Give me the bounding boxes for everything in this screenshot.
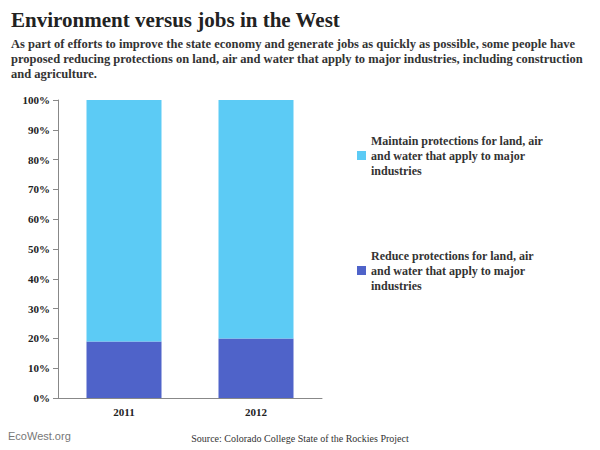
svg-text:100%: 100% (23, 94, 51, 106)
svg-text:40%: 40% (28, 273, 50, 285)
svg-text:50%: 50% (28, 243, 50, 255)
svg-text:10%: 10% (28, 362, 50, 374)
svg-text:and water that apply to major: and water that apply to major (371, 149, 528, 163)
svg-text:industries: industries (371, 164, 422, 178)
svg-text:Maintain protections for land,: Maintain protections for land, air (371, 134, 546, 148)
svg-text:80%: 80% (28, 154, 50, 166)
svg-text:20%: 20% (28, 332, 50, 344)
svg-text:and water that apply to major: and water that apply to major (371, 264, 528, 278)
svg-text:and agriculture.: and agriculture. (11, 67, 97, 81)
svg-text:30%: 30% (28, 303, 50, 315)
svg-text:0%: 0% (34, 392, 51, 404)
svg-text:Source: Colorado College State: Source: Colorado College State of the Ro… (191, 433, 409, 444)
svg-text:60%: 60% (28, 213, 50, 225)
svg-text:industries: industries (371, 279, 422, 293)
svg-text:2012: 2012 (245, 406, 268, 418)
svg-text:proposed reducing protections: proposed reducing protections on land, a… (11, 52, 586, 66)
svg-text:70%: 70% (28, 183, 50, 195)
svg-text:Reduce protections for land, a: Reduce protections for land, air (371, 249, 536, 263)
svg-text:2011: 2011 (113, 406, 134, 418)
svg-text:As part of efforts to improve: As part of efforts to improve the state … (11, 37, 578, 51)
svg-text:Environment versus jobs in the: Environment versus jobs in the West (11, 8, 340, 32)
svg-text:EcoWest.org: EcoWest.org (8, 430, 71, 442)
svg-text:90%: 90% (28, 124, 50, 136)
